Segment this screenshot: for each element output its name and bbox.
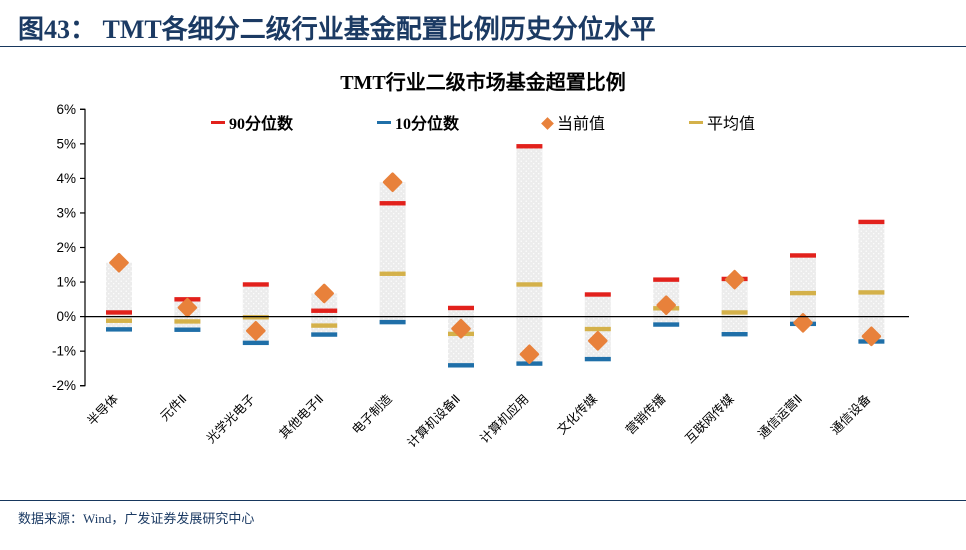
svg-text:6%: 6%: [56, 102, 76, 117]
svg-text:0%: 0%: [56, 309, 76, 324]
svg-text:-1%: -1%: [52, 344, 76, 359]
svg-text:文化传媒: 文化传媒: [554, 391, 600, 437]
svg-text:互联网传媒: 互联网传媒: [682, 391, 737, 446]
svg-text:5%: 5%: [56, 136, 76, 151]
svg-text:1%: 1%: [56, 275, 76, 290]
svg-text:2%: 2%: [56, 240, 76, 255]
svg-text:3%: 3%: [56, 205, 76, 220]
svg-text:营销传播: 营销传播: [622, 391, 668, 437]
svg-text:其他电子Ⅱ: 其他电子Ⅱ: [277, 392, 327, 442]
svg-text:光学光电子: 光学光电子: [203, 391, 258, 446]
svg-text:计算机应用: 计算机应用: [477, 391, 532, 446]
svg-text:4%: 4%: [56, 171, 76, 186]
svg-text:通信运营Ⅱ: 通信运营Ⅱ: [756, 392, 806, 442]
svg-text:通信设备: 通信设备: [828, 391, 874, 437]
svg-text:计算机设备Ⅱ: 计算机设备Ⅱ: [404, 391, 463, 450]
svg-text:元件Ⅱ: 元件Ⅱ: [158, 392, 190, 424]
svg-text:-2%: -2%: [52, 378, 76, 393]
svg-text:电子制造: 电子制造: [349, 392, 395, 438]
svg-text:半导体: 半导体: [85, 392, 122, 429]
